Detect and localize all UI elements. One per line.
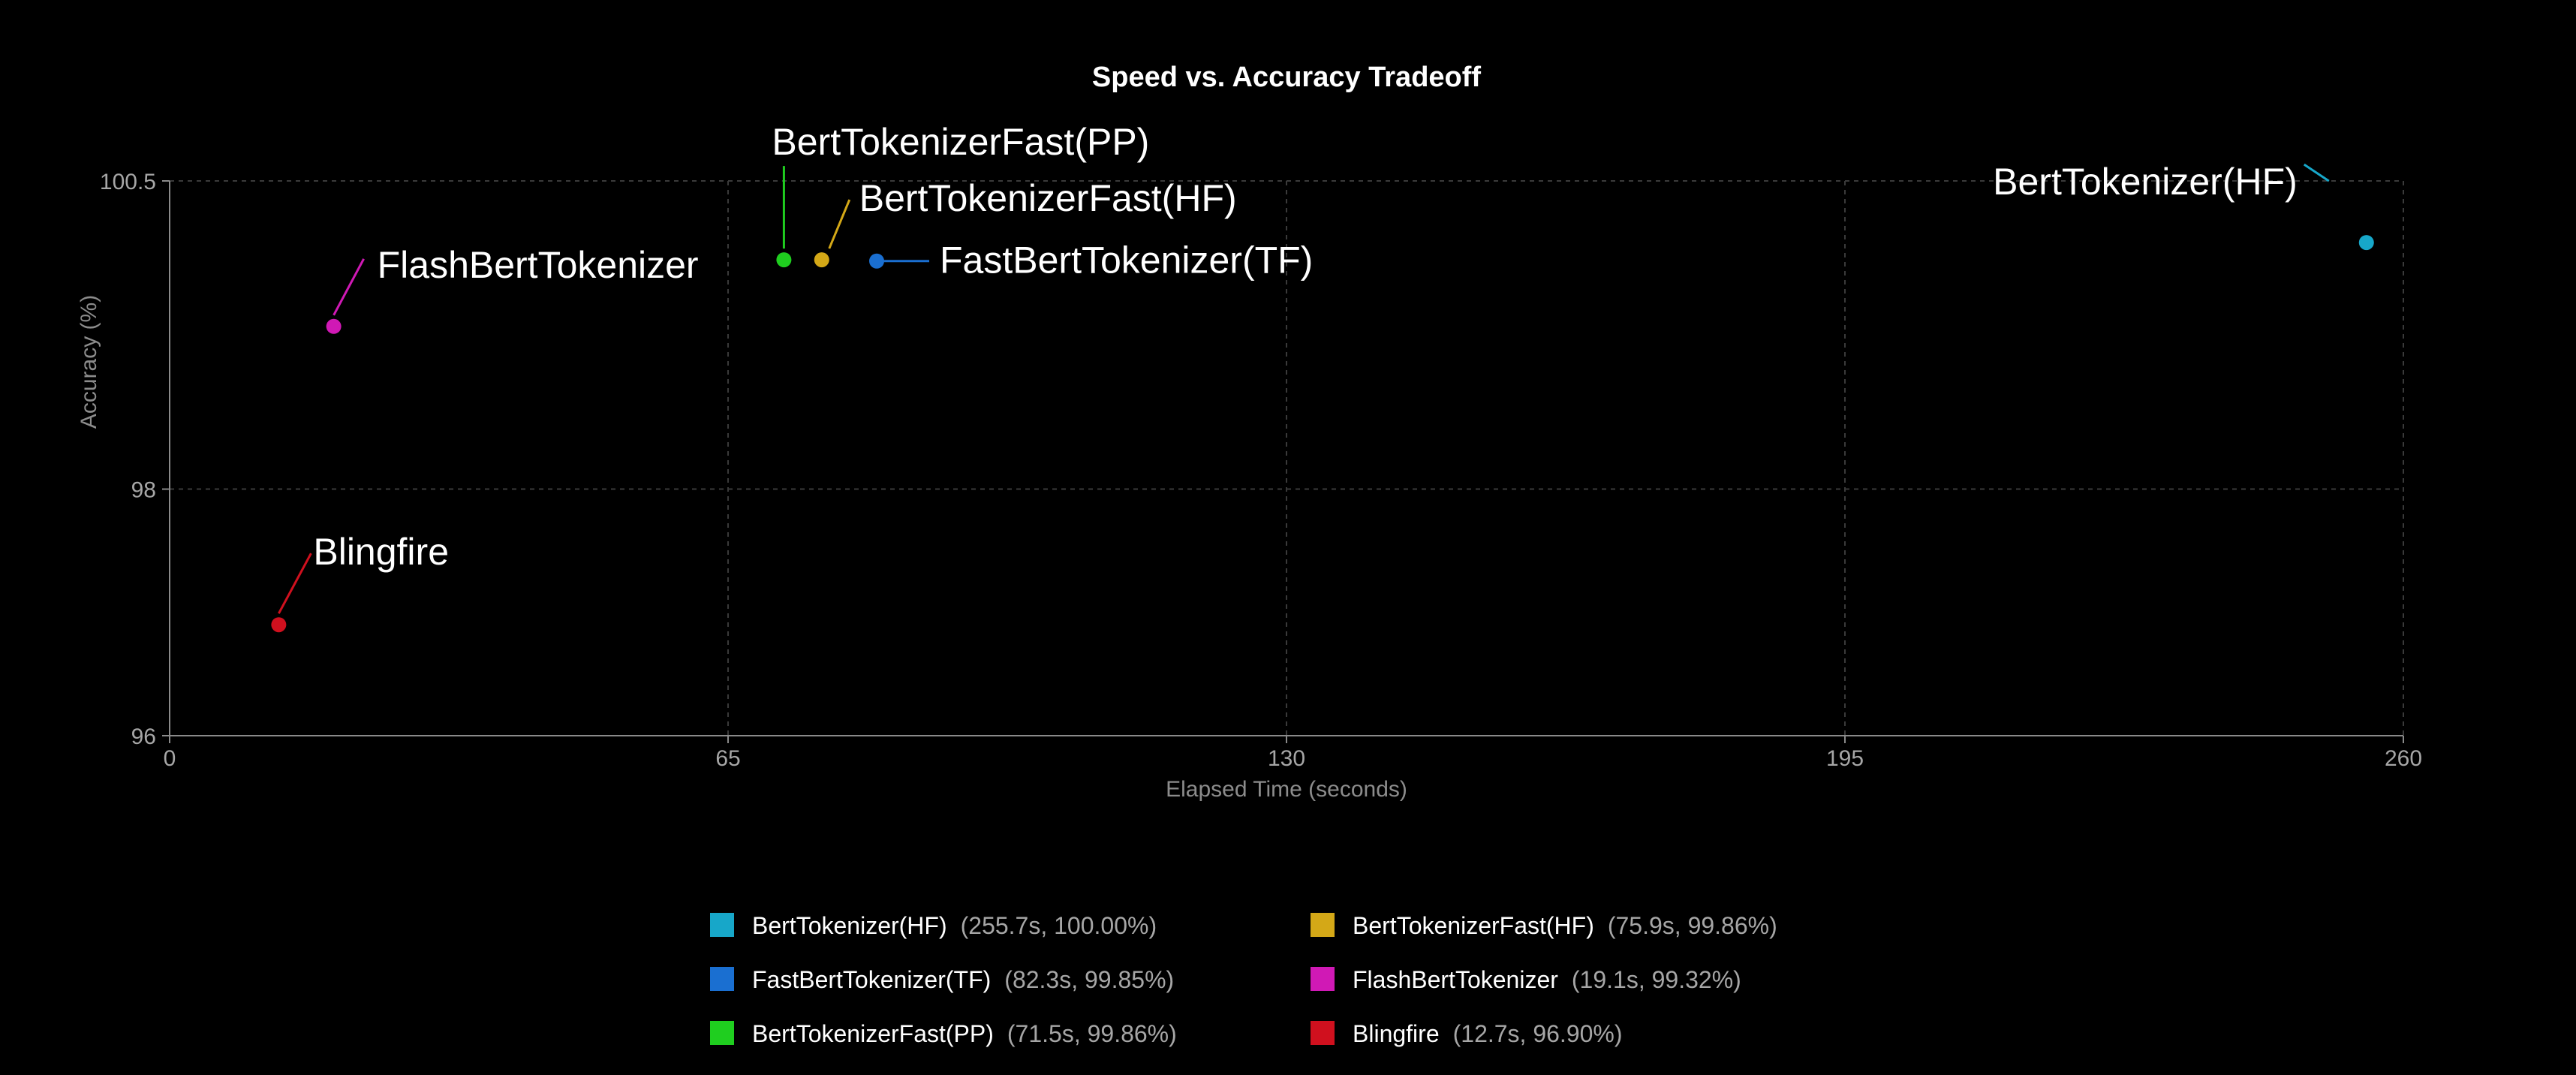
legend-item: FlashBertTokenizer (19.1s, 99.32%)	[1311, 966, 1741, 993]
point-label: FastBertTokenizer(TF)	[940, 239, 1313, 282]
data-point	[271, 617, 287, 633]
legend-text: BertTokenizerFast(HF) (75.9s, 99.86%)	[1353, 912, 1777, 939]
y-axis-title: Accuracy (%)	[77, 295, 101, 429]
y-tick-label: 100.5	[100, 170, 156, 194]
data-point	[869, 253, 885, 269]
legend-item: Blingfire (12.7s, 96.90%)	[1311, 1020, 1623, 1047]
axes: 0 65 130 195 260 96 98 100.5	[100, 170, 2422, 771]
point-label: BertTokenizerFast(PP)	[772, 121, 1149, 163]
legend-item: FastBertTokenizer(TF) (82.3s, 99.85%)	[710, 966, 1174, 993]
point-label: FlashBertTokenizer	[378, 244, 699, 286]
point-label: Blingfire	[313, 531, 449, 573]
x-tick-label: 0	[164, 746, 176, 771]
leader-line	[278, 553, 312, 614]
legend-text: FastBertTokenizer(TF) (82.3s, 99.85%)	[752, 966, 1174, 993]
legend-swatch	[710, 913, 734, 937]
legend-detail: (255.7s, 100.00%)	[961, 912, 1157, 939]
leader-line	[333, 258, 365, 316]
legend-detail: (75.9s, 99.86%)	[1608, 912, 1777, 939]
legend-item: BertTokenizer(HF) (255.7s, 100.00%)	[710, 912, 1157, 939]
legend-swatch	[1311, 913, 1335, 937]
chart-title: Speed vs. Accuracy Tradeoff	[1092, 62, 1481, 93]
x-tick-label: 65	[715, 746, 740, 771]
point-label: BertTokenizerFast(HF)	[859, 177, 1237, 219]
leader-line	[2303, 163, 2330, 182]
legend-swatch	[1311, 967, 1335, 991]
legend-label: BertTokenizerFast(PP)	[752, 1020, 994, 1047]
y-tick-label: 98	[131, 478, 156, 503]
legend-detail: (12.7s, 96.90%)	[1453, 1020, 1623, 1047]
point-labels: BertTokenizer(HF) BertTokenizerFast(HF) Fa…	[313, 121, 2297, 573]
legend-item: BertTokenizerFast(PP) (71.5s, 99.86%)	[710, 1020, 1177, 1047]
legend-item: BertTokenizerFast(HF) (75.9s, 99.86%)	[1311, 912, 1777, 939]
data-points	[271, 235, 2374, 633]
leader-line	[828, 199, 851, 249]
data-point	[814, 252, 829, 268]
y-tick-label: 96	[131, 724, 156, 749]
data-point	[326, 318, 342, 334]
x-tick-label: 195	[1826, 746, 1864, 771]
legend-label: BertTokenizer(HF)	[752, 912, 947, 939]
x-axis-title: Elapsed Time (seconds)	[1166, 777, 1407, 802]
legend-swatch	[710, 967, 734, 991]
legend-detail: (71.5s, 99.86%)	[1007, 1020, 1177, 1047]
legend: BertTokenizer(HF) (255.7s, 100.00%) BertTo…	[710, 912, 1777, 1047]
legend-detail: (19.1s, 99.32%)	[1572, 966, 1741, 993]
label-leader-lines	[278, 163, 2330, 614]
point-label: BertTokenizer(HF)	[1993, 161, 2298, 203]
legend-swatch	[1311, 1021, 1335, 1045]
legend-text: FlashBertTokenizer (19.1s, 99.32%)	[1353, 966, 1741, 993]
legend-label: FastBertTokenizer(TF)	[752, 966, 991, 993]
legend-label: Blingfire	[1353, 1020, 1440, 1047]
data-point	[2358, 235, 2374, 251]
legend-text: Blingfire (12.7s, 96.90%)	[1353, 1020, 1623, 1047]
legend-label: FlashBertTokenizer	[1353, 966, 1558, 993]
grid-lines	[170, 180, 2404, 736]
x-tick-label: 130	[1268, 746, 1305, 771]
legend-text: BertTokenizerFast(PP) (71.5s, 99.86%)	[752, 1020, 1177, 1047]
legend-swatch	[710, 1021, 734, 1045]
legend-label: BertTokenizerFast(HF)	[1353, 912, 1594, 939]
x-tick-label: 260	[2385, 746, 2422, 771]
legend-detail: (82.3s, 99.85%)	[1004, 966, 1174, 993]
data-point	[776, 252, 792, 268]
legend-text: BertTokenizer(HF) (255.7s, 100.00%)	[752, 912, 1157, 939]
